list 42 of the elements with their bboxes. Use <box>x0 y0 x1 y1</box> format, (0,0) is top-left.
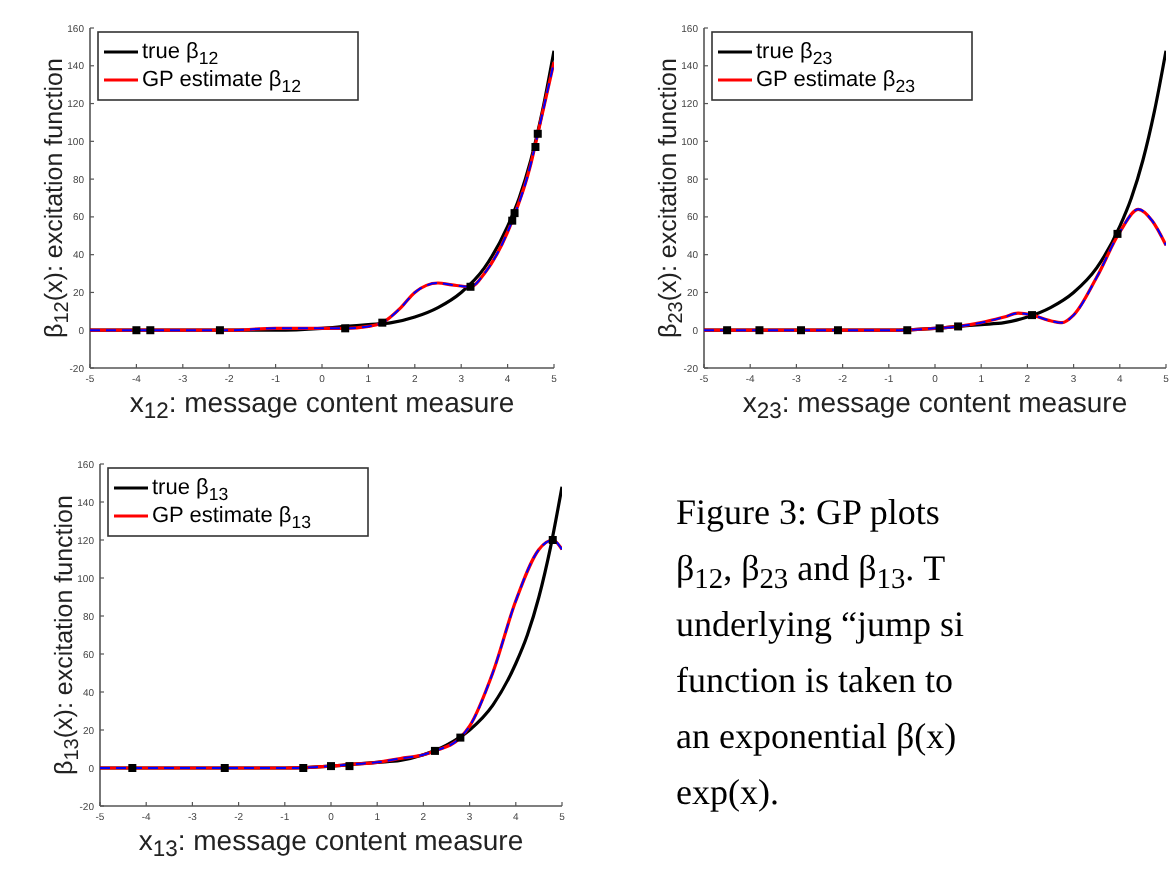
text: exp(x). <box>676 772 779 812</box>
point <box>510 209 519 218</box>
legend-label: true β$_{13}$ <box>152 476 229 504</box>
x-axis-title: x$_{23}$: message content measure <box>742 386 1128 425</box>
point <box>755 326 764 335</box>
x-axis-title: x$_{12}$: message content measure <box>129 386 515 425</box>
x-axis-title: x$_{13}$: message content measure <box>138 824 524 863</box>
point <box>327 762 335 771</box>
legend-label: GP estimate β$_{23}$ <box>756 68 916 96</box>
point <box>466 282 475 291</box>
caption: Figure 3: GP plots <box>676 492 940 532</box>
point <box>341 324 350 333</box>
point <box>146 326 155 335</box>
point <box>220 764 229 772</box>
point <box>456 733 465 742</box>
point <box>215 326 224 335</box>
point <box>299 764 308 772</box>
legend-label: true β$_{12}$ <box>142 40 219 68</box>
point <box>723 326 732 335</box>
point <box>797 326 806 335</box>
point <box>533 129 542 138</box>
text: an exponential β(x) <box>676 716 957 756</box>
legend-label: GP estimate β$_{12}$ <box>142 68 302 96</box>
point <box>833 326 842 335</box>
point <box>345 762 354 771</box>
point <box>132 326 141 335</box>
point <box>548 536 557 544</box>
point <box>378 318 387 327</box>
text: function is taken to <box>676 660 953 700</box>
point <box>903 326 912 335</box>
point <box>954 322 963 331</box>
point <box>508 216 517 225</box>
point <box>531 143 540 151</box>
text: underlying “jump si <box>676 604 964 644</box>
point <box>1028 311 1037 320</box>
point <box>935 324 944 333</box>
point <box>430 746 439 755</box>
point <box>128 764 137 772</box>
point <box>1113 229 1122 238</box>
legend-label: GP estimate β$_{13}$ <box>152 504 312 532</box>
legend-label: true β$_{23}$ <box>756 40 833 68</box>
text: β$_{12}$, β$_{23}$ and β$_{13}$. T <box>676 548 946 597</box>
